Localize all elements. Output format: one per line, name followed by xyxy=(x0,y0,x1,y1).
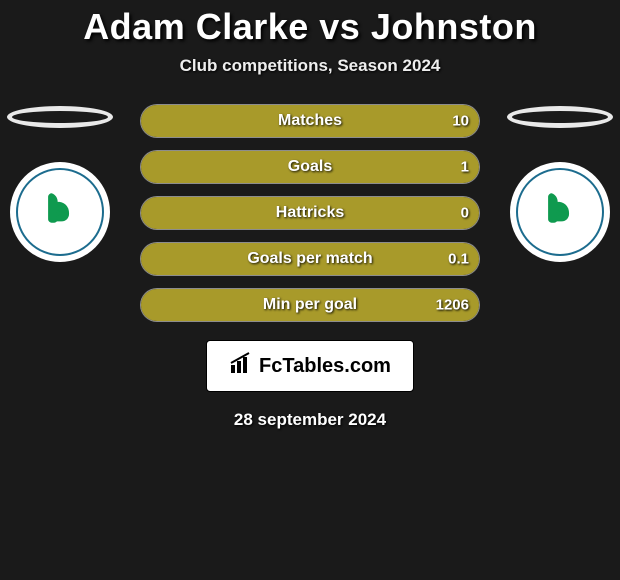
comparison-card: Adam Clarke vs Johnston Club competition… xyxy=(0,0,620,430)
bars-icon xyxy=(229,351,253,381)
date-text: 28 september 2024 xyxy=(0,410,620,430)
brand-text: FcTables.com xyxy=(259,355,391,378)
stat-label: Min per goal xyxy=(263,296,357,314)
badge-ring xyxy=(516,168,604,256)
stat-value-right: 10 xyxy=(452,113,469,130)
stat-value-right: 0 xyxy=(461,205,469,222)
player-silhouette-left xyxy=(7,106,113,128)
player-silhouette-right xyxy=(507,106,613,128)
player-right-col xyxy=(500,104,620,262)
stat-row-goals: Goals 1 xyxy=(140,150,480,184)
stats-list: Matches 10 Goals 1 Hattricks 0 Goals per… xyxy=(120,104,500,322)
brand-wrap: FcTables.com xyxy=(0,340,620,392)
stat-row-min-per-goal: Min per goal 1206 xyxy=(140,288,480,322)
stat-value-right: 1 xyxy=(461,159,469,176)
stat-row-hattricks: Hattricks 0 xyxy=(140,196,480,230)
team-badge-right xyxy=(510,162,610,262)
stat-row-goals-per-match: Goals per match 0.1 xyxy=(140,242,480,276)
player-left-col xyxy=(0,104,120,262)
team-badge-left xyxy=(10,162,110,262)
comparison-body: Matches 10 Goals 1 Hattricks 0 Goals per… xyxy=(0,104,620,322)
stat-row-matches: Matches 10 xyxy=(140,104,480,138)
stat-value-right: 0.1 xyxy=(448,251,469,268)
brand-badge[interactable]: FcTables.com xyxy=(206,340,414,392)
stat-value-right: 1206 xyxy=(436,297,469,314)
stat-label: Goals xyxy=(288,158,332,176)
stat-label: Hattricks xyxy=(276,204,344,222)
badge-ring xyxy=(16,168,104,256)
page-subtitle: Club competitions, Season 2024 xyxy=(0,56,620,76)
stat-label: Matches xyxy=(278,112,342,130)
page-title: Adam Clarke vs Johnston xyxy=(0,4,620,56)
stat-label: Goals per match xyxy=(247,250,372,268)
